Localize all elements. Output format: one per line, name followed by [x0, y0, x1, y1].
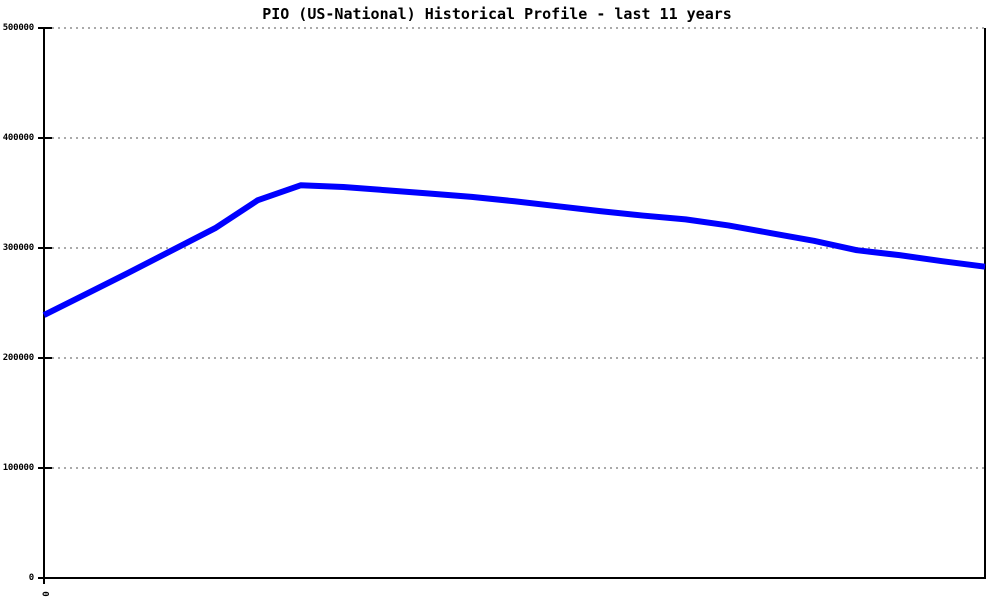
- y-axis-tick-label: 300000: [2, 243, 35, 253]
- y-axis-tick-label: 0: [28, 573, 34, 583]
- tick-marks: [38, 27, 52, 584]
- axes: [43, 27, 986, 579]
- y-axis-tick-label: 500000: [2, 23, 35, 33]
- y-axis-tick-label: 400000: [2, 133, 35, 143]
- x-axis-tick-label: 0: [39, 591, 50, 597]
- y-axis-tick-label: 200000: [2, 353, 35, 363]
- data-line-pio: [42, 182, 986, 318]
- chart-title: PIO (US-National) Historical Profile - l…: [262, 5, 732, 23]
- y-axis-tick-label: 100000: [2, 463, 35, 473]
